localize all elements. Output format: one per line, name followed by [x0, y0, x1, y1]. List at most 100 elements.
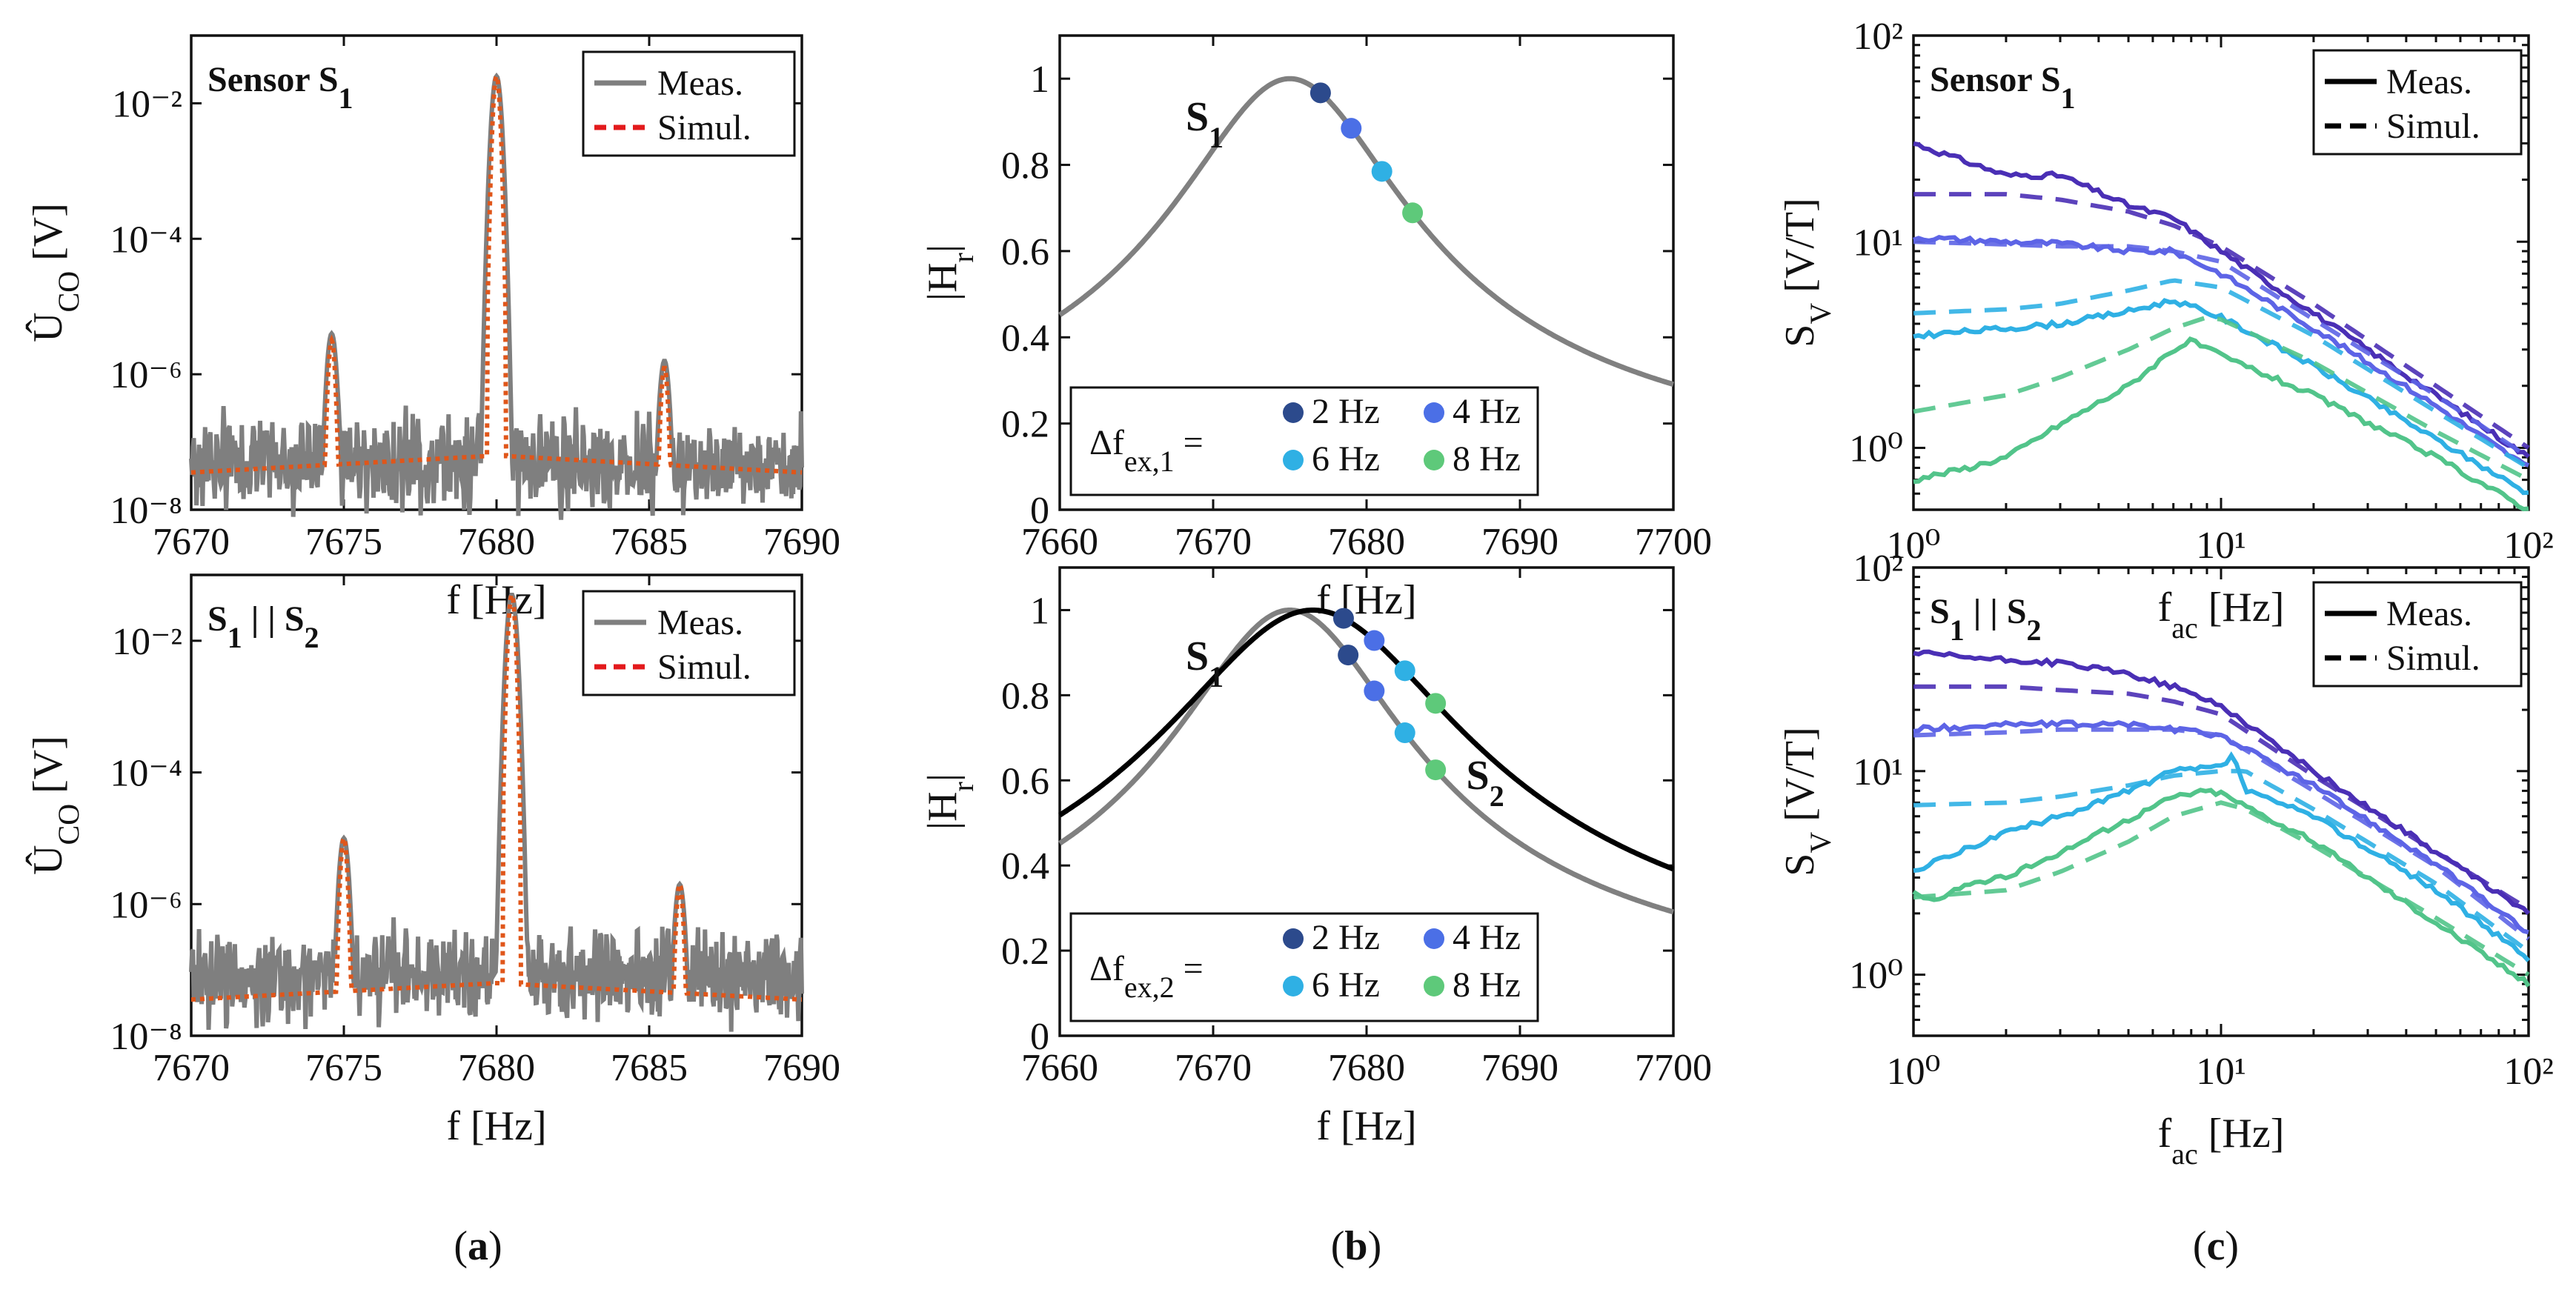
- x-tick-label: 7680: [458, 521, 535, 563]
- marker-point: [1425, 693, 1447, 714]
- plot-title: Sensor S1: [208, 60, 353, 115]
- x-axis-label: f [Hz]: [1316, 577, 1416, 623]
- y-tick-label: 10⁻⁸: [110, 1016, 182, 1058]
- legend-sim-label: Simul.: [657, 108, 751, 147]
- x-tick-label: 10⁰: [1887, 525, 1941, 567]
- panel-label-a: (a): [454, 1223, 502, 1269]
- y-tick-label: 10⁻²: [112, 83, 182, 125]
- y-axis-label-part: r: [946, 782, 980, 791]
- legend-item-label-part: 4 Hz: [1453, 918, 1521, 957]
- legend-item-label-part: 4 Hz: [1453, 392, 1521, 431]
- curve-label-S1: S1: [1186, 94, 1224, 154]
- y-tick-label: 10⁰: [1849, 955, 1903, 997]
- legend-swatch: [1424, 402, 1444, 423]
- x-tick-label: 10¹: [2196, 525, 2246, 567]
- legend-sim-label-part: Simul.: [657, 108, 751, 147]
- x-tick-label: 10²: [2503, 1051, 2554, 1093]
- x-axis-label: fac [Hz]: [2158, 1111, 2285, 1171]
- y-tick-label: 10¹: [1853, 751, 1903, 793]
- meas-line: [189, 593, 804, 1032]
- curve-label-S1-part: S: [1186, 94, 1209, 140]
- x-axis-label-part: ac: [2171, 1137, 2198, 1171]
- y-tick-label: 0.8: [1001, 675, 1049, 717]
- panel-label-a-text: a: [468, 1223, 488, 1269]
- legend-sim-label-part: Simul.: [657, 648, 751, 687]
- y-tick-label: 10⁻²: [112, 621, 182, 663]
- x-tick-label: 7670: [1175, 1047, 1252, 1089]
- sim-line-4Hz: [1913, 727, 2530, 941]
- x-axis-label-part: [Hz]: [2198, 585, 2285, 630]
- y-tick-label: 10⁰: [1849, 428, 1903, 470]
- legend-swatch: [1424, 976, 1444, 996]
- sim-line-6Hz: [1913, 768, 2530, 954]
- y-tick-label: 10²: [1853, 548, 1903, 590]
- legend-item-label: 2 Hz: [1312, 392, 1380, 431]
- sim-line-8Hz: [1913, 315, 2530, 482]
- legend-title: Δfex,1 =: [1089, 423, 1204, 478]
- legend-box: [2312, 49, 2523, 156]
- x-tick-label: 7675: [305, 1047, 382, 1089]
- response-curve-S1: [1058, 608, 1674, 915]
- y-axis-label-part: CO: [52, 271, 85, 313]
- plot-title-part: | |: [242, 599, 285, 639]
- y-axis-label-part: r: [946, 253, 980, 262]
- y-axis-label: ÛCO [V]: [24, 736, 85, 875]
- meas-line-2Hz: [1913, 649, 2531, 916]
- legend-item-label: 8 Hz: [1453, 965, 1521, 1005]
- marker-point: [1371, 161, 1392, 182]
- plot-title: Sensor S1: [1930, 60, 2076, 115]
- marker-point: [1394, 660, 1415, 682]
- x-tick-label: 7680: [1328, 1047, 1405, 1089]
- plot-title-part: 2: [305, 621, 319, 654]
- legend-swatch: [1283, 450, 1304, 470]
- legend-swatch: [1424, 450, 1444, 470]
- y-axis-label: ÛCO [V]: [24, 203, 85, 342]
- curve-label-S2-part: S: [1467, 753, 1490, 799]
- y-tick-label: 10⁻⁶: [110, 354, 182, 396]
- meas-line-6Hz: [1913, 751, 2531, 962]
- legend-meas-label: Meas.: [657, 64, 743, 103]
- response-curve-S1: [1058, 76, 1674, 387]
- x-axis-label: f [Hz]: [1316, 1103, 1416, 1149]
- curve-label-S2-part: 2: [1490, 779, 1504, 812]
- x-tick-label: 7670: [153, 1047, 230, 1089]
- x-axis-label: f [Hz]: [446, 1103, 546, 1149]
- marker-point: [1364, 630, 1385, 651]
- legend-swatch: [1283, 976, 1304, 996]
- marker-point: [1364, 680, 1385, 702]
- x-tick-label: 7690: [763, 521, 840, 563]
- x-tick-label: 7690: [763, 1047, 840, 1089]
- y-axis-label-part: |: [920, 773, 966, 782]
- plot-title-part: 1: [1950, 613, 1965, 647]
- legend-meas-label-part: Meas.: [2386, 62, 2472, 102]
- plot-title: S1 | | S2: [208, 599, 319, 654]
- x-axis-label-part: f [Hz]: [1316, 1103, 1416, 1149]
- meas-line-6Hz: [1913, 298, 2529, 496]
- x-tick-label: 10²: [2503, 525, 2554, 567]
- sim-line-4Hz: [1913, 239, 2530, 459]
- y-axis-label-part: [V/T]: [1777, 727, 1823, 832]
- curve-label-S1: S1: [1186, 633, 1224, 693]
- x-tick-label: 7660: [1021, 1047, 1098, 1089]
- marker-point: [1341, 118, 1362, 139]
- panel-label-b-text: b: [1344, 1223, 1367, 1269]
- legend-box: [2312, 581, 2523, 688]
- meas-line: [189, 72, 804, 520]
- y-axis-label-part: S: [1777, 854, 1823, 876]
- y-tick-label: 0.2: [1001, 404, 1049, 446]
- response-curve-S2: [1058, 608, 1675, 872]
- legend-meas-label: Meas.: [2386, 594, 2472, 633]
- x-tick-label: 7700: [1635, 1047, 1712, 1089]
- plot-title-part: S: [208, 599, 228, 639]
- x-axis-label-part: f: [2158, 1111, 2172, 1157]
- sim-line-8Hz: [1913, 800, 2530, 977]
- meas-line-4Hz: [1913, 235, 2530, 468]
- sim-line-2Hz: [1913, 684, 2530, 911]
- x-tick-label: 7700: [1635, 521, 1712, 563]
- x-axis-label-part: ac: [2171, 611, 2198, 645]
- legend-title-part: Δf: [1089, 423, 1124, 462]
- curve-label-S2: S2: [1467, 753, 1504, 813]
- y-tick-label: 10²: [1853, 16, 1903, 58]
- legend-meas-label-part: Meas.: [657, 603, 743, 642]
